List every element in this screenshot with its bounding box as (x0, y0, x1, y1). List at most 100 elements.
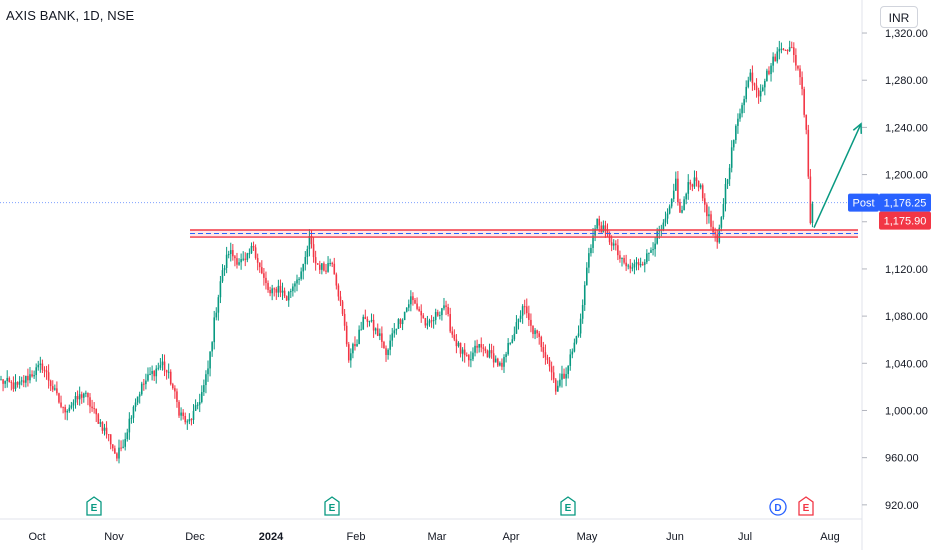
candle-body (453, 334, 456, 340)
candle-body (161, 361, 164, 366)
candle-body (107, 434, 110, 436)
candle-body (145, 380, 147, 385)
earnings-marker-shape (560, 496, 576, 516)
candle-body (544, 352, 547, 358)
candle-body (581, 304, 584, 319)
candle-body (586, 267, 588, 286)
candle-body (356, 344, 358, 347)
candle-body (190, 419, 193, 421)
candle-body (515, 322, 518, 334)
candle-body (22, 380, 25, 383)
candle-body (689, 182, 692, 185)
candle-body (352, 344, 354, 354)
candle-body (122, 446, 124, 448)
time-label: Aug (820, 531, 840, 543)
candle-body (490, 350, 493, 354)
candle-body (561, 373, 563, 380)
candle-body (20, 380, 23, 382)
candle-body (509, 342, 512, 344)
candle-body (374, 328, 377, 331)
candle-body (172, 384, 174, 389)
candle-body (476, 345, 478, 348)
dividend-marker-shape (769, 498, 787, 516)
candle-body (710, 214, 712, 227)
candle-body (629, 265, 632, 269)
candle-body (174, 388, 176, 392)
candle-body (271, 288, 273, 294)
support-zone[interactable] (190, 229, 858, 238)
candle-body (203, 385, 205, 393)
arrow-head (852, 122, 862, 134)
candle-body (788, 47, 791, 51)
candle-body (176, 391, 178, 402)
candle-body (600, 225, 603, 233)
candle-body (513, 333, 516, 340)
candle-body (205, 374, 207, 386)
candle-body (708, 214, 710, 217)
candle-body (155, 368, 158, 377)
candle-body (198, 401, 201, 405)
candle-body (716, 234, 719, 243)
candle-body (552, 372, 555, 380)
candle-body (118, 447, 120, 459)
candle-body (579, 318, 582, 334)
candle-body (97, 414, 100, 424)
candle-body (517, 318, 520, 323)
candle-body (72, 402, 75, 406)
candle-body (25, 375, 27, 383)
candle-body (184, 415, 187, 423)
time-axis[interactable]: Oct Nov Dec 2024 Feb Mar Apr May Jun Jul Aug (28, 531, 839, 543)
candle-body (109, 434, 112, 445)
candle-body (399, 319, 402, 325)
candle-body (652, 249, 654, 251)
candle-body (265, 277, 267, 284)
candle-body (70, 405, 73, 408)
candle-body (306, 249, 309, 257)
candle-body (207, 368, 209, 375)
candle-body (720, 217, 723, 228)
price-axis[interactable]: 920.00 960.00 1,000.00 1,040.00 1,080.00 1,12… (862, 28, 928, 512)
post-price-label: 1,176.25 (884, 198, 927, 210)
candle-body (521, 306, 524, 316)
candle-body (310, 235, 313, 245)
candle-body (387, 349, 389, 355)
candle-body (434, 312, 437, 321)
event-letter: E (91, 503, 98, 514)
candle-body (217, 297, 220, 313)
candle-body (637, 262, 640, 266)
candle-body (494, 358, 497, 363)
candle-body (33, 375, 35, 377)
earnings-icon: E (560, 496, 576, 516)
price-tick-label: 1,040.00 (885, 358, 928, 370)
candle-body (588, 253, 590, 268)
candle-body (296, 279, 298, 284)
candle-body (116, 453, 118, 459)
candle-body (410, 296, 412, 305)
candle-body (395, 328, 398, 331)
earnings-icon: E (798, 496, 814, 516)
candle-body (250, 245, 253, 254)
candle-body (474, 345, 476, 353)
post-price-bg (879, 193, 931, 212)
candle-body (445, 305, 447, 308)
candle-body (358, 329, 360, 345)
symbol-title: AXIS BANK, 1D, NSE (6, 8, 135, 23)
price-tick-label: 1,200.00 (885, 170, 928, 182)
candle-body (182, 412, 184, 416)
candle-body (87, 392, 89, 398)
candle-body (550, 366, 553, 373)
candle-body (722, 204, 725, 218)
candle-body (246, 253, 249, 260)
candle-body (240, 259, 242, 263)
candle-body (39, 363, 42, 365)
candle-body (563, 373, 565, 379)
projection-arrow[interactable] (813, 122, 862, 228)
candle-body (532, 325, 534, 335)
price-tick-label: 1,000.00 (885, 405, 928, 417)
currency-button[interactable]: INR (880, 6, 918, 28)
candle-body (685, 193, 687, 200)
candle-body (292, 286, 294, 292)
